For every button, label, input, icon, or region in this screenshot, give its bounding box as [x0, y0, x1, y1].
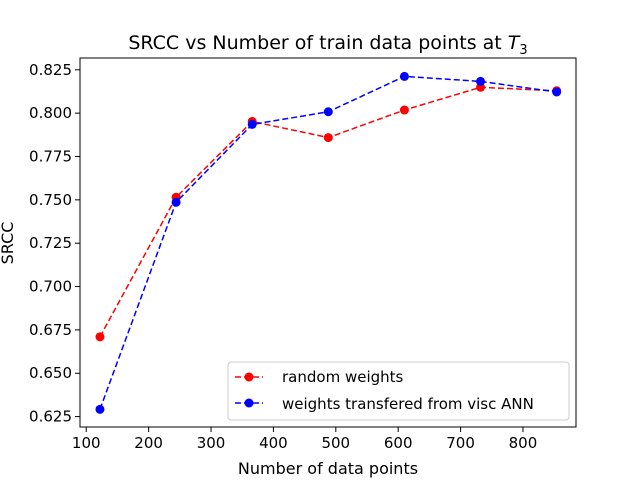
data-point-transfer [323, 107, 333, 117]
x-tick-label: 800 [509, 434, 538, 452]
data-point-random [399, 105, 409, 115]
y-tick-label: 0.775 [29, 147, 72, 165]
x-tick-label: 500 [321, 434, 350, 452]
y-tick-label: 0.625 [29, 408, 72, 426]
chart-title: SRCC vs Number of train data points at T… [128, 32, 527, 58]
series-line-random [99, 86, 557, 338]
x-tick-label: 400 [259, 434, 288, 452]
data-point-transfer [247, 119, 257, 129]
x-tick-label: 200 [134, 434, 163, 452]
y-tick-label: 0.725 [29, 234, 72, 252]
data-point-transfer [552, 87, 562, 97]
axis-ticks: 100 200 300 400 500 600 700 800 0.625 0.650 0.675 0… [29, 61, 537, 452]
legend-marker-random [244, 372, 254, 382]
y-tick-label: 0.800 [29, 104, 72, 122]
y-tick-label: 0.675 [29, 321, 72, 339]
x-axis-title: Number of data points [238, 459, 418, 478]
data-point-transfer [171, 197, 181, 207]
y-tick-label: 0.700 [29, 278, 72, 296]
y-tick-label: 0.825 [29, 61, 72, 79]
plot-series [95, 71, 562, 414]
x-tick-label: 700 [446, 434, 475, 452]
data-point-random [95, 332, 105, 342]
legend-label-random: random weights [282, 368, 404, 386]
y-axis-title: SRCC [0, 222, 17, 265]
y-tick-label: 0.750 [29, 191, 72, 209]
data-point-transfer [476, 76, 486, 86]
y-tick-label: 0.650 [29, 364, 72, 382]
data-point-transfer [399, 71, 409, 81]
x-tick-label: 300 [197, 434, 226, 452]
x-tick-label: 100 [72, 434, 101, 452]
legend: random weights weights transfered from v… [227, 361, 570, 421]
data-point-transfer [95, 404, 105, 414]
legend-frame [227, 361, 570, 421]
legend-marker-transfer [244, 398, 254, 408]
plot-area-frame [79, 57, 577, 428]
legend-label-transfer: weights transfered from visc ANN [282, 395, 534, 413]
x-tick-label: 600 [384, 434, 413, 452]
series-line-transfer [99, 75, 557, 410]
data-point-random [323, 133, 333, 143]
